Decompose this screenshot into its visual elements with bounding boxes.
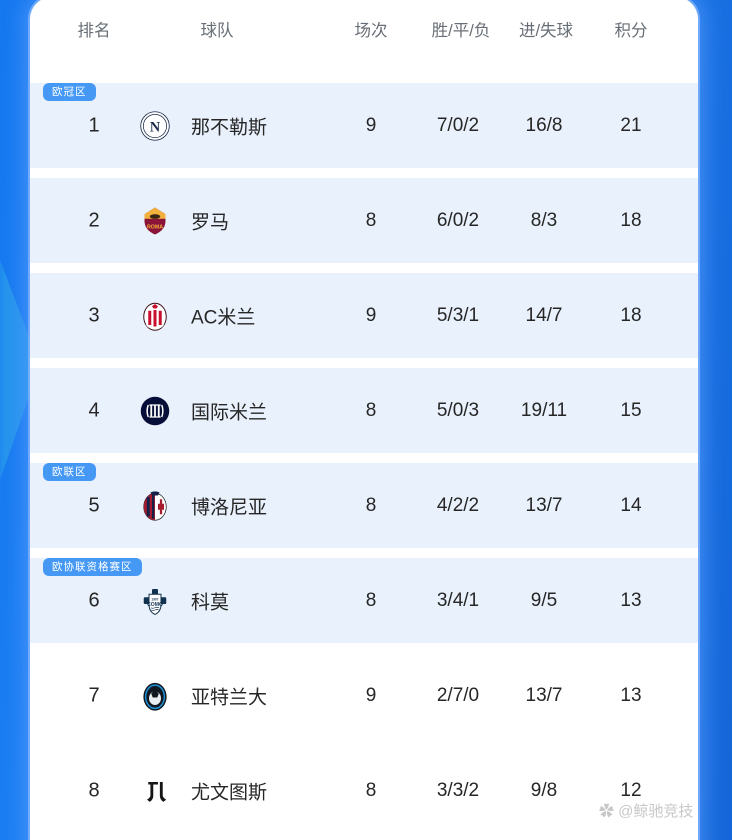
svg-text:N: N (150, 119, 161, 135)
svg-text:COMO: COMO (147, 601, 163, 607)
svg-text:1907: 1907 (151, 597, 158, 601)
svg-text:ROMA: ROMA (147, 224, 163, 230)
